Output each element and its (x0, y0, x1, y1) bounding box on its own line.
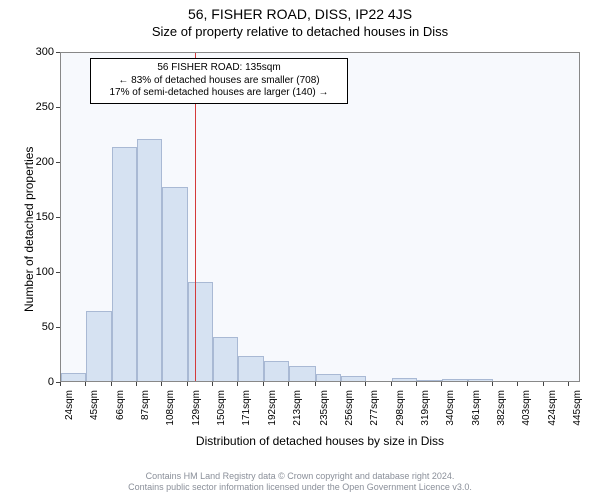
x-tick-label: 277sqm (369, 390, 380, 440)
histogram-bar (137, 139, 162, 381)
x-tick-label: 108sqm (165, 390, 176, 440)
x-tick-mark (237, 382, 238, 386)
histogram-bar (341, 376, 366, 382)
annotation-box: 56 FISHER ROAD: 135sqm← 83% of detached … (90, 58, 348, 104)
chart-container: 56, FISHER ROAD, DISS, IP22 4JS Size of … (0, 0, 600, 500)
x-tick-mark (416, 382, 417, 386)
x-axis-label: Distribution of detached houses by size … (60, 434, 580, 448)
x-tick-mark (543, 382, 544, 386)
x-tick-label: 256sqm (344, 390, 355, 440)
x-tick-mark (441, 382, 442, 386)
y-tick-mark (56, 52, 60, 53)
y-tick-mark (56, 107, 60, 108)
annotation-line: ← 83% of detached houses are smaller (70… (97, 75, 341, 88)
x-tick-mark (517, 382, 518, 386)
chart-area: 050100150200250300 24sqm45sqm66sqm87sqm1… (60, 52, 580, 382)
annotation-line: 56 FISHER ROAD: 135sqm (97, 62, 341, 75)
y-tick-mark (56, 272, 60, 273)
x-tick-label: 45sqm (89, 390, 100, 440)
x-tick-mark (136, 382, 137, 386)
histogram-bar (468, 379, 493, 381)
histogram-bar (289, 366, 316, 381)
x-tick-label: 445sqm (572, 390, 583, 440)
x-tick-label: 171sqm (241, 390, 252, 440)
x-tick-label: 403sqm (521, 390, 532, 440)
x-tick-label: 382sqm (496, 390, 507, 440)
histogram-bar (162, 187, 187, 381)
page-subtitle: Size of property relative to detached ho… (0, 24, 600, 39)
y-tick-mark (56, 327, 60, 328)
x-tick-mark (60, 382, 61, 386)
x-tick-mark (161, 382, 162, 386)
y-tick-mark (56, 217, 60, 218)
histogram-bar (316, 374, 341, 381)
x-tick-label: 235sqm (319, 390, 330, 440)
footer-line-1: Contains HM Land Registry data © Crown c… (0, 471, 600, 483)
footer-attribution: Contains HM Land Registry data © Crown c… (0, 471, 600, 494)
x-tick-mark (187, 382, 188, 386)
y-tick-mark (56, 162, 60, 163)
x-tick-label: 129sqm (191, 390, 202, 440)
footer-line-2: Contains public sector information licen… (0, 482, 600, 494)
x-tick-mark (85, 382, 86, 386)
annotation-line: 17% of semi-detached houses are larger (… (97, 87, 341, 100)
x-tick-mark (340, 382, 341, 386)
x-tick-mark (467, 382, 468, 386)
x-tick-mark (263, 382, 264, 386)
histogram-bar (112, 147, 137, 381)
x-tick-mark (212, 382, 213, 386)
x-tick-label: 319sqm (420, 390, 431, 440)
histogram-bar (213, 337, 238, 381)
histogram-bar (417, 380, 442, 381)
x-tick-label: 361sqm (471, 390, 482, 440)
histogram-bar (392, 378, 417, 381)
histogram-bar (238, 356, 263, 381)
y-tick-label: 0 (24, 376, 54, 388)
x-tick-mark (365, 382, 366, 386)
histogram-bar (61, 373, 86, 381)
y-tick-label: 300 (24, 46, 54, 58)
x-tick-label: 298sqm (395, 390, 406, 440)
x-tick-label: 66sqm (115, 390, 126, 440)
x-tick-label: 192sqm (267, 390, 278, 440)
x-tick-label: 150sqm (216, 390, 227, 440)
x-tick-mark (492, 382, 493, 386)
y-tick-label: 50 (24, 321, 54, 333)
histogram-bar (264, 361, 289, 381)
x-tick-mark (568, 382, 569, 386)
page-title: 56, FISHER ROAD, DISS, IP22 4JS (0, 6, 600, 22)
x-tick-mark (315, 382, 316, 386)
x-tick-mark (288, 382, 289, 386)
histogram-bar (442, 379, 467, 381)
x-tick-label: 424sqm (547, 390, 558, 440)
histogram-bar (188, 282, 213, 381)
x-tick-label: 24sqm (64, 390, 75, 440)
title-block: 56, FISHER ROAD, DISS, IP22 4JS Size of … (0, 0, 600, 39)
y-axis-label: Number of detached properties (22, 147, 36, 312)
x-tick-label: 213sqm (292, 390, 303, 440)
y-tick-label: 250 (24, 101, 54, 113)
x-tick-mark (391, 382, 392, 386)
x-tick-mark (111, 382, 112, 386)
x-tick-label: 340sqm (445, 390, 456, 440)
histogram-bar (86, 311, 111, 381)
x-tick-label: 87sqm (140, 390, 151, 440)
